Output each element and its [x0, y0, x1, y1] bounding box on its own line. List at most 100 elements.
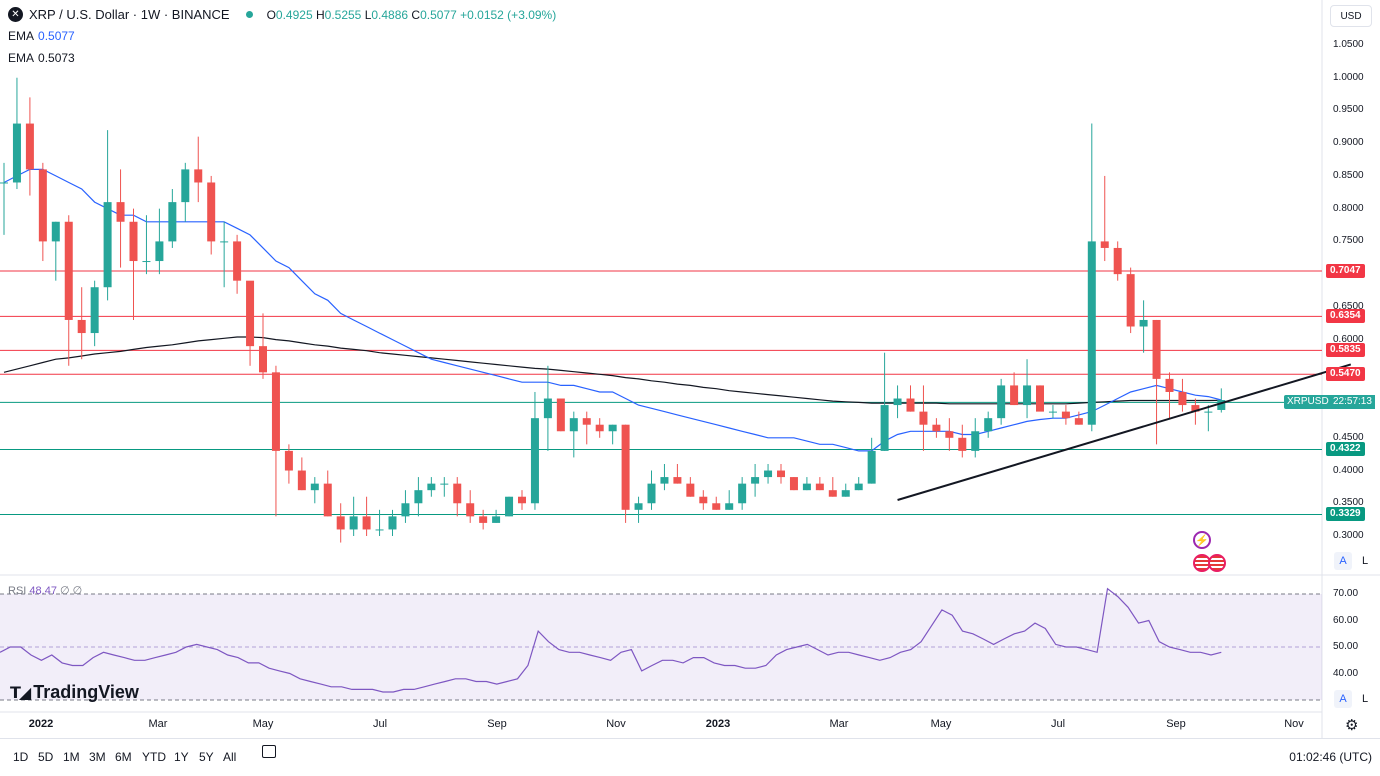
- ema-legend-1[interactable]: EMA 0.5077: [8, 29, 75, 43]
- candle: [647, 470, 656, 510]
- candle-body: [828, 490, 837, 497]
- price-level-tag: 0.5835: [1326, 343, 1365, 358]
- range-button-ytd[interactable]: YTD: [142, 750, 166, 764]
- candle-body: [116, 202, 125, 222]
- tradingview-mark-icon: 𝗧◢: [10, 684, 31, 702]
- range-button-3m[interactable]: 3M: [89, 750, 106, 764]
- candle: [1023, 359, 1032, 419]
- candle-body: [271, 372, 280, 451]
- candle: [310, 477, 319, 504]
- grid-layer: [0, 0, 1380, 738]
- candle: [375, 509, 384, 536]
- candle: [997, 378, 1006, 425]
- price-tick: 0.9500: [1333, 104, 1364, 116]
- rsi-tick: 50.00: [1333, 641, 1359, 652]
- candle: [1126, 267, 1135, 334]
- candle: [414, 477, 423, 517]
- candle: [751, 463, 760, 497]
- range-button-1d[interactable]: 1D: [13, 750, 29, 764]
- candle-body: [129, 221, 138, 262]
- range-button-6m[interactable]: 6M: [115, 750, 132, 764]
- candle-body: [997, 385, 1006, 419]
- time-tick: May: [252, 718, 274, 730]
- currency-button[interactable]: USD: [1330, 5, 1372, 27]
- candle-body: [453, 483, 462, 504]
- range-button-1m[interactable]: 1M: [63, 750, 80, 764]
- candle: [1036, 385, 1044, 412]
- candle-body: [220, 241, 229, 243]
- candle: [427, 477, 436, 497]
- flash-icon[interactable]: ⚡: [1193, 531, 1211, 549]
- candle-body: [621, 424, 630, 510]
- time-tick: Nov: [1284, 718, 1304, 730]
- time-tick: Mar: [148, 718, 168, 730]
- candle: [51, 221, 60, 281]
- candle-body: [1100, 241, 1109, 248]
- log-scale-button[interactable]: L: [1361, 555, 1369, 567]
- candle: [1152, 319, 1161, 445]
- candle: [38, 162, 47, 262]
- candle-body: [634, 503, 643, 510]
- clock[interactable]: 01:02:46 (UTC): [1289, 750, 1372, 764]
- candle-body: [297, 470, 306, 491]
- candle-body: [1178, 391, 1187, 406]
- candle-body: [738, 483, 747, 504]
- candle-body: [466, 503, 475, 517]
- candle: [388, 509, 397, 536]
- time-tick: 2023: [705, 718, 731, 730]
- candle-body: [1165, 378, 1174, 392]
- flag-icon[interactable]: [1208, 554, 1226, 572]
- candle-body: [919, 411, 928, 425]
- candle-body: [608, 424, 617, 432]
- candle: [945, 418, 954, 451]
- candle-body: [764, 470, 773, 478]
- ema-legend-2[interactable]: EMA 0.5073: [8, 51, 75, 65]
- candle: [1010, 372, 1019, 406]
- candle-body: [686, 483, 695, 497]
- rsi-auto-scale-button[interactable]: A: [1334, 690, 1352, 708]
- candle: [595, 418, 604, 438]
- candle: [893, 385, 902, 419]
- candle-body: [1139, 319, 1148, 327]
- candle-body: [880, 405, 889, 451]
- candle: [116, 169, 125, 268]
- time-tick: Nov: [606, 718, 626, 730]
- rsi-log-scale-button[interactable]: L: [1361, 693, 1369, 705]
- candle: [569, 411, 578, 458]
- calendar-icon[interactable]: [262, 745, 276, 758]
- countdown-tag: 22:57:13: [1330, 395, 1375, 409]
- symbol-header[interactable]: ✕ XRP / U.S. Dollar · 1W · BINANCE O0.49…: [8, 7, 556, 22]
- candle-body: [945, 431, 954, 438]
- candle-body: [582, 418, 591, 425]
- candle-body: [660, 477, 669, 484]
- gear-icon[interactable]: ⚙: [1345, 717, 1359, 734]
- candle: [220, 221, 229, 288]
- candle: [1061, 405, 1070, 425]
- price-tick: 0.6500: [1333, 300, 1364, 312]
- candle: [841, 483, 850, 497]
- range-button-5y[interactable]: 5Y: [199, 750, 214, 764]
- candle: [129, 208, 138, 320]
- range-button-1y[interactable]: 1Y: [174, 750, 189, 764]
- ema-black-line: [3, 336, 1222, 405]
- candle-body: [530, 418, 539, 504]
- tradingview-logo[interactable]: 𝗧◢ TradingView: [10, 682, 139, 702]
- candle-body: [789, 477, 798, 491]
- price-tick: 0.6000: [1333, 333, 1364, 345]
- candle-body: [595, 424, 604, 432]
- range-button-all[interactable]: All: [223, 750, 237, 764]
- candle: [1048, 405, 1057, 419]
- candle: [440, 477, 449, 497]
- symbol-title[interactable]: XRP / U.S. Dollar · 1W · BINANCE: [29, 7, 230, 22]
- rsi-legend[interactable]: RSI 48.47 ∅ ∅: [8, 585, 83, 597]
- auto-scale-button[interactable]: A: [1334, 552, 1352, 570]
- candle: [1165, 372, 1174, 419]
- candle: [77, 287, 86, 360]
- range-button-5d[interactable]: 5D: [38, 750, 54, 764]
- candle-body: [181, 169, 190, 203]
- candle: [323, 470, 332, 517]
- candle: [777, 463, 785, 484]
- candle: [0, 162, 8, 235]
- candle-body: [841, 490, 850, 497]
